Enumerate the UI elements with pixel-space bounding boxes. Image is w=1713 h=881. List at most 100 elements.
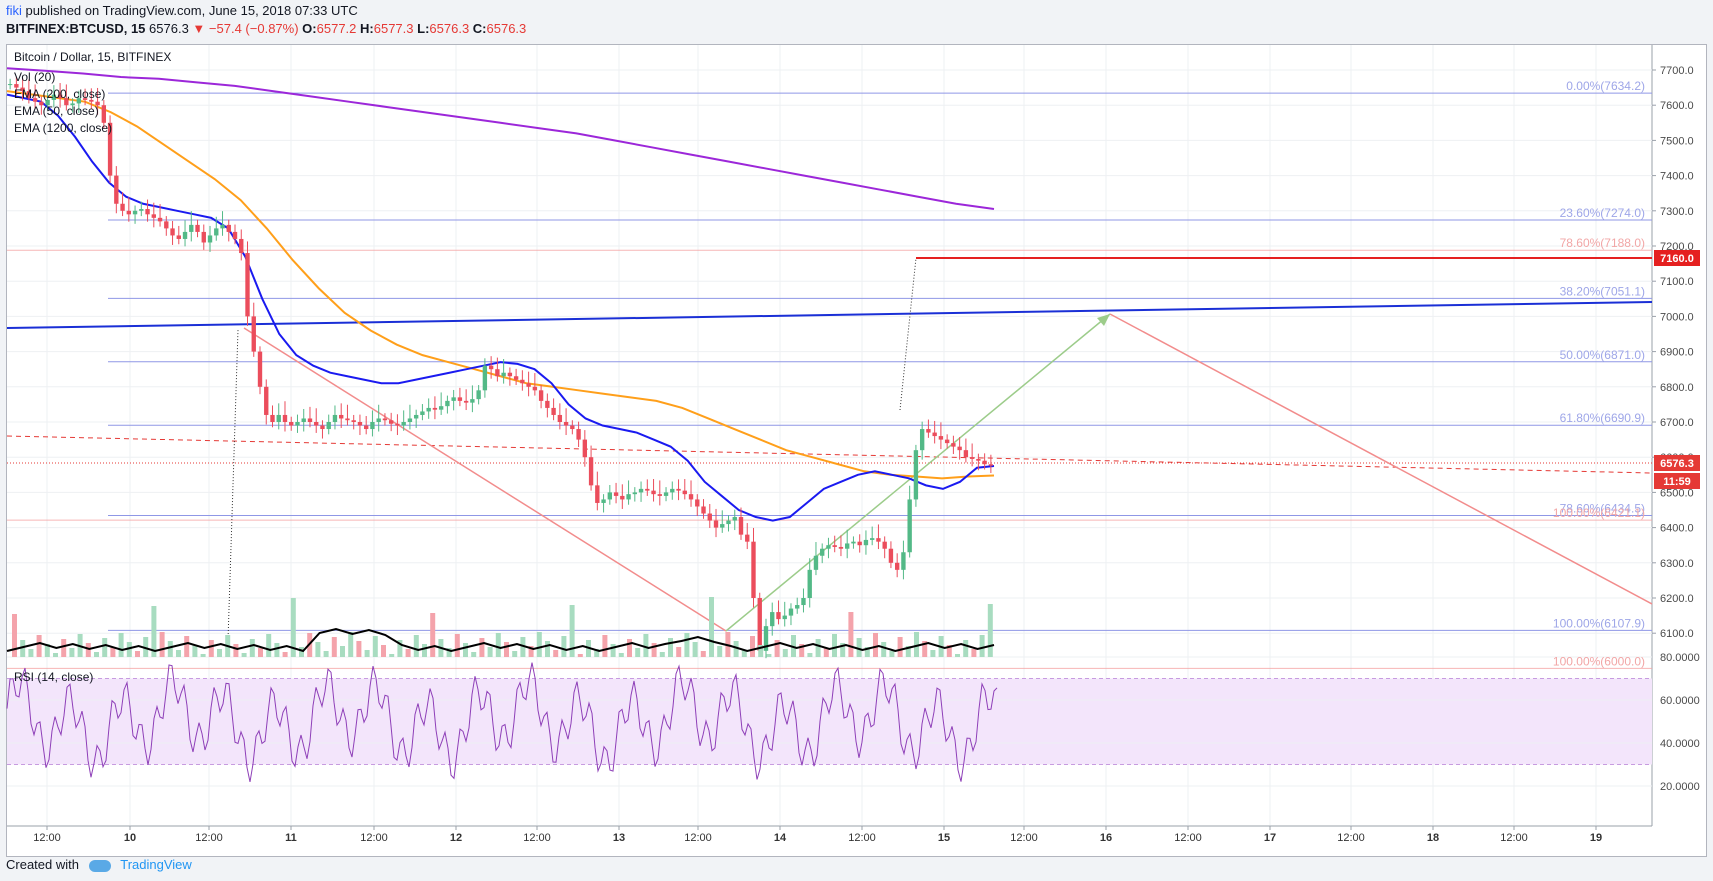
candle-body: [888, 548, 894, 563]
candle-body: [39, 101, 44, 106]
volume-bar: [668, 638, 673, 657]
candle-body: [407, 418, 413, 422]
volume-bar: [676, 647, 682, 657]
resistance-badge-bg: [1654, 250, 1700, 266]
volume-bar: [479, 638, 485, 657]
candle-body: [314, 422, 319, 426]
volume-bar: [241, 653, 247, 657]
legend-ema50[interactable]: EMA (50, close): [14, 104, 99, 118]
price-tick-label: 6700.0: [1660, 417, 1694, 429]
candle-body: [926, 429, 931, 433]
candle-body: [876, 538, 881, 542]
candle-body: [345, 418, 350, 421]
candle-body: [82, 98, 88, 100]
volume-bar: [53, 653, 58, 657]
volume-bar: [446, 648, 452, 657]
candle-body: [382, 418, 388, 421]
rsi-band: [7, 678, 1652, 765]
candle-body: [264, 386, 269, 415]
volume-bar: [799, 644, 805, 657]
candle-body: [532, 386, 538, 391]
legend-vol[interactable]: Vol (20): [14, 70, 56, 84]
candle-body: [376, 418, 381, 422]
fib2-level-label: 100.00%(6421.1): [1553, 506, 1645, 520]
tradingview-link[interactable]: TradingView: [120, 857, 192, 872]
time-tick-label: 18: [1427, 832, 1439, 844]
candle-body: [257, 351, 263, 387]
candle-body: [545, 400, 550, 408]
candle-body: [657, 494, 662, 496]
volume-ma-line: [6, 627, 995, 653]
candle-body: [894, 562, 900, 570]
candle-body: [14, 84, 19, 88]
candle-body: [270, 414, 275, 422]
candle-body: [957, 446, 962, 451]
volume-bar: [20, 640, 26, 657]
volume-bar: [167, 641, 173, 657]
volume-bar: [766, 654, 772, 657]
legend-ema1200[interactable]: EMA (1200, close): [14, 121, 113, 135]
candle-body: [745, 534, 750, 542]
candle-body: [726, 520, 731, 525]
candle-body: [901, 552, 906, 570]
high-value: 6577.3: [373, 21, 414, 36]
volume-bar: [348, 632, 354, 657]
candle-body: [145, 209, 150, 215]
candle-body: [320, 425, 325, 430]
symbol-label: BITFINEX:BTCUSD, 15: [6, 21, 146, 36]
candle-body: [720, 524, 725, 528]
author-link[interactable]: fiki: [6, 3, 22, 18]
candle-body: [582, 439, 588, 458]
volume-bar: [782, 649, 788, 657]
candle-body: [788, 608, 794, 616]
candle-body: [932, 432, 937, 437]
candle-body: [626, 494, 631, 500]
volume-bar: [331, 637, 337, 657]
candle-body: [114, 175, 119, 204]
candle-body: [157, 217, 163, 222]
candle-body: [107, 122, 113, 176]
volume-bar: [684, 633, 690, 657]
legend-rsi[interactable]: RSI (14, close): [14, 670, 94, 684]
candle-body: [182, 231, 188, 239]
candle-body: [870, 538, 875, 540]
volume-bar: [520, 637, 526, 657]
price-tick-label: 7100.0: [1660, 276, 1694, 288]
fib-level-label: 38.20%(7051.1): [1560, 284, 1645, 298]
candle-body: [795, 605, 800, 609]
volume-bar: [340, 646, 345, 657]
candle-body: [164, 221, 169, 229]
volume-bar: [700, 651, 706, 657]
volume-bar: [69, 648, 75, 657]
candle-body: [807, 569, 812, 598]
candle-body: [951, 443, 956, 447]
volume-bar: [299, 647, 304, 657]
candle-body: [451, 397, 456, 401]
volume-bar: [159, 632, 165, 657]
fib-level-label: 50.00%(6871.0): [1560, 348, 1645, 362]
volume-bar: [561, 636, 567, 657]
candle-body: [645, 488, 650, 491]
candle-body: [189, 224, 194, 232]
candle-body: [395, 423, 400, 426]
candle-body: [676, 488, 681, 491]
volume-bar: [463, 643, 468, 657]
volume-bar: [422, 644, 427, 657]
candle-body: [538, 390, 544, 401]
candle-body: [595, 485, 600, 503]
price-tick-label: 7600.0: [1660, 100, 1694, 112]
high-label: H:: [360, 21, 374, 36]
time-tick-label: 10: [124, 832, 136, 844]
candle-body: [101, 105, 107, 123]
price-tick-label: 7000.0: [1660, 311, 1694, 323]
resistance-badge: 7160.0: [1660, 253, 1694, 265]
volume-bar: [430, 613, 436, 657]
legend-ema200[interactable]: EMA (200, close): [14, 87, 106, 101]
publish-info: published on TradingView.com, June 15, 2…: [21, 3, 358, 18]
price-tick-label: 6300.0: [1660, 558, 1694, 570]
candle-body: [563, 422, 569, 426]
rsi-line: [6, 662, 998, 783]
price-tick-label: 6100.0: [1660, 628, 1694, 640]
